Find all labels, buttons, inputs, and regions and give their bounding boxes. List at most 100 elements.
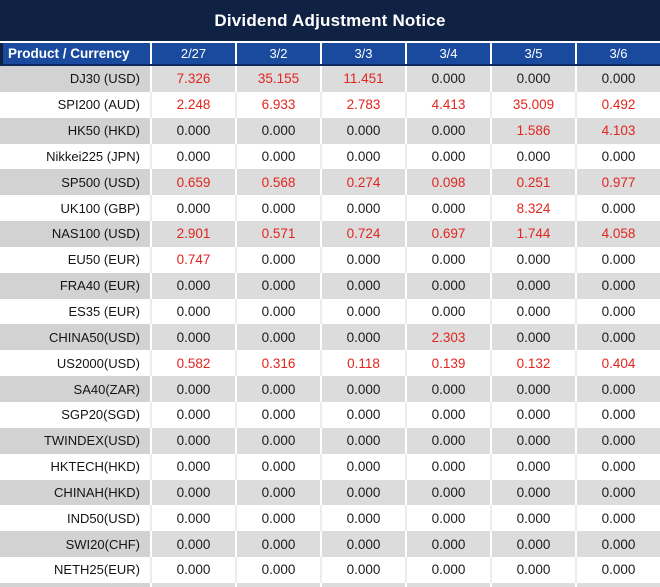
product-label: FRA40 (EUR) [0,272,150,299]
value-cell: 0.000 [405,195,490,222]
value-cell: 0.000 [150,401,235,428]
value-cell: 0.132 [490,350,575,377]
value-cell: 0.000 [320,246,405,273]
value-cell: 0.000 [320,324,405,351]
value-cell: 0.000 [150,376,235,402]
table-row: US2000(USD) 0.582 0.316 0.118 0.139 0.132 0.40… [0,350,660,377]
value-cell: 2.783 [320,91,405,118]
value-cell: 0.000 [490,324,575,351]
value-cell: 0.000 [575,427,660,454]
value-cell: 0.000 [575,272,660,299]
product-label: SGP20(SGD) [0,401,150,428]
corner-header: Product / Currency [8,46,130,61]
table-row: ES35 (EUR) 0.000 0.000 0.000 0.000 0.000 0.000 [0,298,660,325]
value-cell: 4.058 [575,221,660,247]
product-label: SPI200 (AUD) [0,91,150,118]
table-row: NETH25(EUR) 0.000 0.000 0.000 0.000 0.000 0.00… [0,557,660,583]
product-label: DJ30 (USD) [0,66,150,92]
value-cell: 0.000 [150,479,235,506]
value-cell: 0.000 [320,143,405,170]
value-cell: 0.000 [320,376,405,402]
value-cell: 11.451 [320,66,405,92]
partial-value-cell [490,583,575,587]
value-cell: 0.118 [320,350,405,377]
partial-value-cell [405,583,490,587]
value-cell: 35.009 [490,91,575,118]
title-divider [0,41,660,43]
partial-next-row [0,583,660,587]
value-cell: 0.000 [320,401,405,428]
table-row: NAS100 (USD) 2.901 0.571 0.724 0.697 1.744 4.0… [0,221,660,247]
date-column-header: 3/6 [575,43,660,64]
value-cell: 4.103 [575,117,660,144]
table-row: IND50(USD) 0.000 0.000 0.000 0.000 0.000 0.000 [0,505,660,532]
value-cell: 0.000 [150,117,235,144]
value-cell: 0.000 [235,324,320,351]
value-cell: 0.000 [405,557,490,583]
value-cell: 0.000 [575,479,660,506]
value-cell: 0.000 [405,272,490,299]
value-cell: 0.000 [320,195,405,222]
value-cell: 0.000 [150,531,235,558]
value-cell: 0.316 [235,350,320,377]
value-cell: 0.000 [235,453,320,480]
table-row: HK50 (HKD) 0.000 0.000 0.000 0.000 1.586 4.103 [0,117,660,144]
value-cell: 0.000 [490,66,575,92]
value-cell: 0.000 [320,505,405,532]
value-cell: 0.000 [320,557,405,583]
value-cell: 0.000 [235,531,320,558]
value-cell: 0.000 [150,557,235,583]
product-label: IND50(USD) [0,505,150,532]
value-cell: 0.000 [235,427,320,454]
value-cell: 0.000 [405,453,490,480]
table-row: SGP20(SGD) 0.000 0.000 0.000 0.000 0.000 0.000 [0,401,660,428]
value-cell: 0.000 [490,479,575,506]
date-column-header: 2/27 [150,43,235,64]
value-cell: 0.000 [150,453,235,480]
date-column-header: 3/5 [490,43,575,64]
value-cell: 0.000 [320,427,405,454]
value-cell: 0.000 [405,531,490,558]
table-row: EU50 (EUR) 0.747 0.000 0.000 0.000 0.000 0.000 [0,246,660,273]
value-cell: 0.000 [575,453,660,480]
product-label: TWINDEX(USD) [0,427,150,454]
value-cell: 0.000 [320,272,405,299]
value-cell: 0.000 [490,298,575,325]
product-label: HKTECH(HKD) [0,453,150,480]
value-cell: 2.303 [405,324,490,351]
table-row: SP500 (USD) 0.659 0.568 0.274 0.098 0.251 0.97… [0,169,660,196]
value-cell: 0.747 [150,246,235,273]
product-label: HK50 (HKD) [0,117,150,144]
product-label: ES35 (EUR) [0,298,150,325]
product-label: EU50 (EUR) [0,246,150,273]
table-row: FRA40 (EUR) 0.000 0.000 0.000 0.000 0.000 0.00… [0,272,660,299]
value-cell: 7.326 [150,66,235,92]
product-label: UK100 (GBP) [0,195,150,222]
value-cell: 0.000 [575,66,660,92]
value-cell: 0.697 [405,221,490,247]
value-cell: 0.000 [490,246,575,273]
value-cell: 0.000 [235,143,320,170]
value-cell: 0.000 [405,246,490,273]
value-cell: 0.000 [235,401,320,428]
product-label: NETH25(EUR) [0,557,150,583]
value-cell: 0.000 [575,246,660,273]
value-cell: 0.724 [320,221,405,247]
product-label: SA40(ZAR) [0,376,150,402]
value-cell: 0.000 [150,195,235,222]
date-column-header: 3/2 [235,43,320,64]
value-cell: 0.000 [405,427,490,454]
value-cell: 0.000 [235,246,320,273]
table-row: TWINDEX(USD) 0.000 0.000 0.000 0.000 0.000 0.0… [0,427,660,454]
product-label: US2000(USD) [0,350,150,377]
product-label: Nikkei225 (JPN) [0,143,150,170]
value-cell: 0.000 [405,66,490,92]
value-cell: 0.000 [575,324,660,351]
value-cell: 0.000 [150,298,235,325]
value-cell: 0.000 [575,376,660,402]
table-row: DJ30 (USD) 7.326 35.155 11.451 0.000 0.000 0.0… [0,66,660,92]
value-cell: 0.000 [150,324,235,351]
value-cell: 0.000 [150,427,235,454]
table-row: UK100 (GBP) 0.000 0.000 0.000 0.000 8.324 0.00… [0,195,660,222]
value-cell: 0.000 [575,143,660,170]
